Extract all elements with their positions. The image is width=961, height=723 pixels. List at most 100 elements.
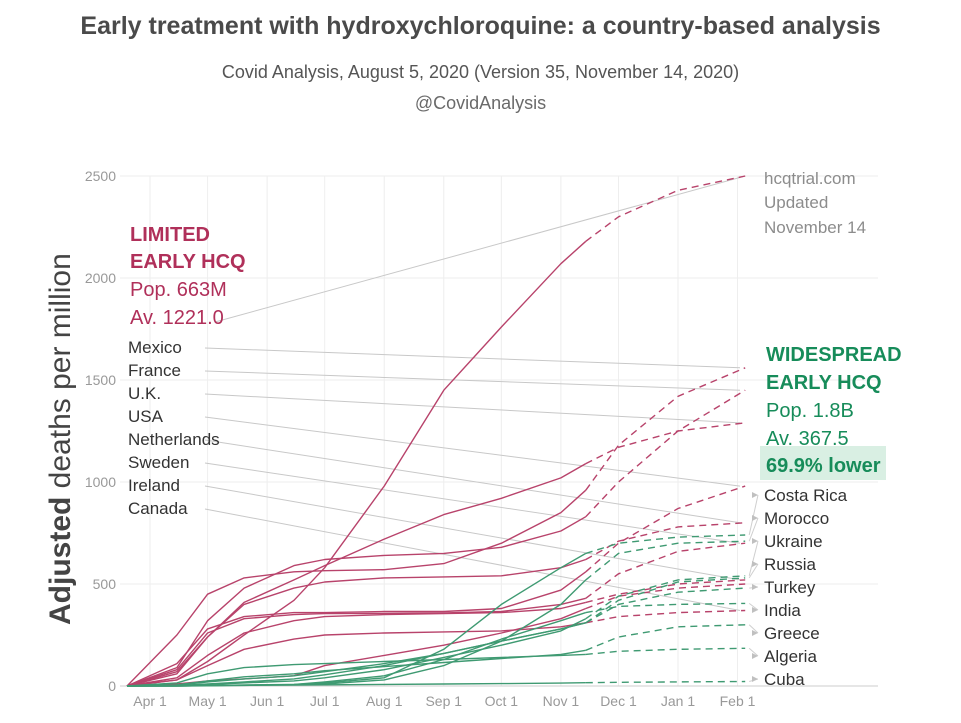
labels: Adjusted deaths per million LIMITED EARL… [44,169,902,689]
limited-series-projection [585,485,746,573]
y-tick-label: 1000 [85,474,116,490]
x-tick-label: Feb 1 [720,693,756,709]
widespread-country-label: Turkey [764,578,816,597]
arrowhead-icon [752,492,758,498]
limited-series-line [126,558,587,687]
widespread-country-label: India [764,601,801,620]
y-tick-label: 2000 [85,270,116,286]
limited-average: Av. 1221.0 [130,307,224,329]
x-tick-label: Apr 1 [133,693,167,709]
x-tick-label: Jun 1 [250,693,284,709]
widespread-country-label: Greece [764,624,820,643]
widespread-series-line [126,653,586,687]
arrowhead-icon [752,676,758,682]
widespread-average: Av. 367.5 [766,428,849,450]
widespread-series-projection [585,647,746,656]
limited-series-line [126,462,587,687]
limited-series-projection [585,175,746,242]
label-connector [204,485,741,581]
arrowhead-icon [752,515,758,521]
limited-series-projection [585,583,746,610]
widespread-country-label: Algeria [764,647,817,666]
arrowhead-icon [752,607,758,613]
widespread-country-label: Ukraine [764,532,823,551]
widespread-series-projection [585,540,746,581]
widespread-series-projection [585,577,746,624]
limited-country-label: Sweden [128,453,189,472]
widespread-country-label: Costa Rica [764,486,848,505]
label-connector [748,602,759,611]
arrowhead-icon [752,630,758,636]
x-tick-label: Dec 1 [600,693,637,709]
limited-country-label: Ireland [128,476,180,495]
widespread-series-line [126,622,586,687]
label-connector [748,517,759,542]
limited-country-label: France [128,361,181,380]
limited-country-label: Canada [128,499,188,518]
x-tick-label: Oct 1 [485,693,519,709]
source-note-line-1: hcqtrial.com [764,169,856,188]
limited-series-line [126,489,587,687]
widespread-pop: Pop. 1.8B [766,400,854,422]
chart-subtitle: Covid Analysis, August 5, 2020 (Version … [221,62,740,82]
limited-series-projection [585,522,746,561]
widespread-series-projection [585,534,746,555]
x-tick-label: Jul 1 [310,693,340,709]
label-connector [748,563,759,579]
x-tick-label: May 1 [189,693,227,709]
arrowhead-icon [752,584,758,590]
label-connector [748,494,759,536]
y-tick-label: 1500 [85,372,116,388]
widespread-country-label: Russia [764,555,817,574]
label-connectors [204,175,759,682]
limited-series-line [126,516,587,687]
chart-title: Early treatment with hydroxychloroquine:… [80,12,881,40]
y-axis-label: Adjusted deaths per million [44,253,77,625]
widespread-series-projection [585,624,746,651]
widespread-country-label: Morocco [764,509,829,528]
y-axis-label-rest: deaths per million [44,253,77,496]
y-tick-label: 0 [108,678,116,694]
widespread-series-projection [585,587,746,624]
arrowhead-icon [752,538,758,544]
label-connector [748,647,759,657]
author-handle: @CovidAnalysis [414,93,547,113]
limited-country-label: U.K. [128,384,161,403]
label-connector [748,540,759,576]
limited-series-projection [585,609,746,624]
limited-series-line [126,601,586,687]
widespread-country-label: Cuba [764,670,805,689]
limited-series-projection [585,579,746,604]
label-connector [214,175,746,323]
limited-series-projection [585,389,746,518]
label-connector [204,393,741,424]
widespread-series-projection [585,575,746,620]
source-note-line-3: November 14 [764,218,866,237]
y-tick-label: 500 [93,576,117,592]
limited-country-label: Netherlands [128,430,220,449]
limited-series-line [126,597,586,687]
x-tick-label: Aug 1 [366,693,403,709]
arrowhead-icon [752,561,758,567]
widespread-lower-pct: 69.9% lower [766,455,881,477]
y-axis-label-bold: Adjusted [44,497,77,625]
limited-series-projection [585,422,746,465]
source-note-line-2: Updated [764,193,828,212]
limited-heading-1: LIMITED [130,224,210,246]
label-connector [204,439,741,524]
widespread-series-projection [585,680,746,684]
limited-series-projection [585,367,746,491]
limited-country-label: USA [128,407,164,426]
label-connector [204,462,741,544]
label-connector [204,508,741,612]
limited-series-line [126,240,587,687]
limited-pop: Pop. 663M [130,279,227,301]
widespread-heading-2: EARLY HCQ [766,372,882,394]
label-connector [204,370,741,391]
series-lines [126,175,746,687]
widespread-series-projection [585,602,746,614]
widespread-series-line [126,682,586,687]
x-tick-label: Sep 1 [425,693,462,709]
limited-country-label: Mexico [128,338,182,357]
